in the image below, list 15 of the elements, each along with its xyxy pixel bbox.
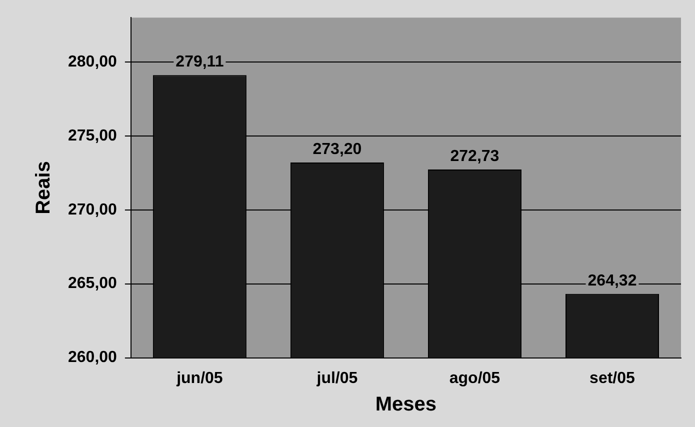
data-label: 272,73	[450, 148, 500, 165]
y-tick-label: 275,00	[68, 127, 118, 144]
x-tick-label: set/05	[590, 370, 636, 387]
x-tick-label: ago/05	[449, 370, 500, 387]
x-tick-label: jun/05	[176, 370, 223, 387]
y-tick-label: 270,00	[68, 201, 118, 218]
x-axis-title: Meses	[375, 394, 437, 416]
y-tick-label: 280,00	[68, 53, 118, 70]
data-label: 264,32	[588, 272, 637, 290]
y-tick-label: 265,00	[68, 275, 118, 292]
y-axis-title: Reais	[32, 161, 55, 214]
x-tick-label: jul/05	[316, 370, 358, 387]
data-label: 273,20	[312, 140, 362, 158]
data-label: 279,11	[176, 54, 224, 71]
y-tick-label: 260,00	[68, 349, 118, 366]
